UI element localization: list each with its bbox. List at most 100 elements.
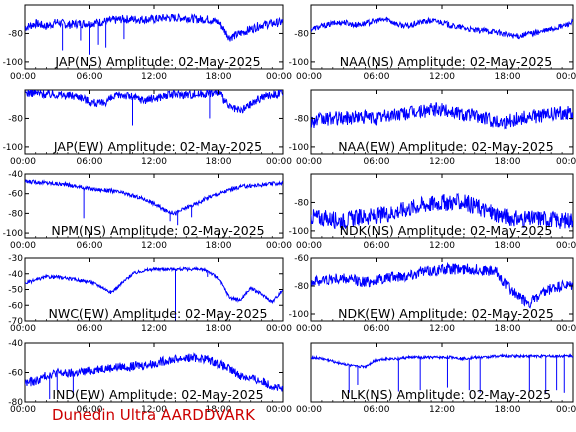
panel-5: 00:00 06:00 12:00 18:00 00:00 -100 -80 NDK(NS) … [289, 173, 576, 251]
panel-9-xtick-label: 18:00 [495, 405, 521, 415]
panel-8-trace [25, 351, 283, 392]
panel-2-title: JAP(EW) Amplitude: 02-May-2025 [53, 139, 262, 154]
panel-6-xtick-label: 00:00 [266, 324, 292, 334]
panel-0-xtick-label: 06:00 [77, 72, 103, 82]
panel-2-xtick-label: 06:00 [77, 157, 103, 167]
panel-8-ytick-label: -80 [8, 398, 23, 408]
panel-5-xtick-label: 00:00 [556, 241, 576, 251]
panel-9-xtick-label: 06:00 [364, 405, 390, 415]
panel-5-title: NDK(NS) Amplitude: 02-May-2025 [340, 223, 553, 238]
panel-1-xtick-label: 00:00 [556, 72, 576, 82]
panel-8-xtick-label: 18:00 [206, 405, 232, 415]
panel-7-xtick-label: 06:00 [364, 324, 390, 334]
panel-2-ytick-label: -100 [3, 143, 24, 153]
panel-3: 00:00 06:00 12:00 18:00 00:00 -100 -80 NAA(EW) … [289, 89, 576, 167]
panel-6: 00:00 06:00 12:00 18:00 00:00-70-60-50-40-30… [8, 254, 292, 334]
panel-3-ytick-label: -100 [289, 143, 310, 153]
panel-6-ytick-label: -30 [8, 254, 23, 264]
panel-4-ytick-label: -40 [8, 170, 23, 180]
panel-0-ytick-label: -100 [3, 58, 24, 68]
panel-6-xtick-label: 00:00 [10, 324, 36, 334]
panel-3-xtick-label: 06:00 [364, 157, 390, 167]
panel-0-ytick-label: -80 [8, 29, 23, 39]
panel-3-xtick-label: 00:00 [296, 157, 322, 167]
panel-5-xtick-label: 00:00 [296, 241, 322, 251]
panel-5-xtick-label: 06:00 [364, 241, 390, 251]
panel-1-xtick-label: 12:00 [429, 72, 455, 82]
panel-2: 00:00 06:00 12:00 18:00 00:00 -100 -80 JAP(EW) … [3, 89, 292, 167]
panel-7-trace [311, 261, 573, 309]
panel-4-xtick-label: 00:00 [266, 241, 292, 251]
panel-3-xtick-label: 12:00 [429, 157, 455, 167]
panel-0-trace [25, 13, 283, 42]
panel-4-xtick-label: 12:00 [141, 241, 167, 251]
panel-7-frame [310, 257, 574, 322]
panel-8-xtick-label: 06:00 [77, 405, 103, 415]
panel-4-title: NPM(NS) Amplitude: 02-May-2025 [51, 223, 264, 238]
panel-7-xtick-label: 18:00 [495, 324, 521, 334]
panel-9: 00:00 06:00 12:00 18:00 00:00 NLK(NS) Amplitu… [296, 342, 576, 415]
panel-6-trace [25, 265, 283, 305]
panel-7-ytick-label: -60 [294, 254, 309, 264]
panel-5-ytick-label: -100 [289, 227, 310, 237]
panel-8-title: IND(EW) Amplitude: 02-May-2025 [52, 387, 263, 402]
panel-6-xtick-label: 12:00 [141, 324, 167, 334]
panel-7-xtick-label: 12:00 [429, 324, 455, 334]
panel-1-ytick-label: -100 [289, 58, 310, 68]
panel-8-xtick-label: 00:00 [266, 405, 292, 415]
panel-0-xtick-label: 00:00 [266, 72, 292, 82]
panel-0-xtick-label: 00:00 [10, 72, 36, 82]
panel-6-ytick-label: -40 [8, 270, 23, 280]
panel-4-ytick-label: -60 [8, 190, 23, 200]
panel-7-ytick-label: -100 [289, 310, 310, 320]
panel-9-xtick-label: 12:00 [429, 405, 455, 415]
panel-0-title: JAP(NS) Amplitude: 02-May-2025 [54, 54, 260, 69]
panel-8: 00:00 06:00 12:00 18:00 00:00-80-60-40IND(EW… [8, 339, 292, 415]
panel-6-xtick-label: 18:00 [206, 324, 232, 334]
panel-1-trace [311, 16, 573, 40]
panel-4-xtick-label: 00:00 [10, 241, 36, 251]
panel-7-title: NDK(EW) Amplitude: 02-May-2025 [338, 306, 554, 321]
panel-9-xtick-label: 00:00 [296, 405, 322, 415]
panel-4-ytick-label: -100 [3, 229, 24, 239]
panel-2-ytick-label: -80 [8, 114, 23, 124]
panel-6-ytick-label: -60 [8, 301, 23, 311]
panel-7-xtick-label: 00:00 [296, 324, 322, 334]
panel-3-ytick-label: -80 [294, 114, 309, 124]
panel-6-ytick-label: -70 [8, 317, 23, 327]
panel-5-trace [311, 192, 573, 231]
panel-6-xtick-label: 06:00 [77, 324, 103, 334]
panel-1: 00:00 06:00 12:00 18:00 00:00 -100 -80 NAA(NS) … [289, 4, 576, 82]
panel-4: 00:00 06:00 12:00 18:00 00:00 -100 -80 -60 -40 NP… [3, 170, 293, 251]
panel-6-ytick-label: -50 [8, 286, 23, 296]
panel-4-xtick-label: 06:00 [77, 241, 103, 251]
panel-7-ytick-label: -80 [294, 282, 309, 292]
panel-2-xtick-label: 00:00 [266, 157, 292, 167]
panel-5-ytick-label: -80 [294, 198, 309, 208]
panel-4-trace [25, 179, 283, 216]
panel-3-title: NAA(EW) Amplitude: 02-May-2025 [338, 139, 553, 154]
panel-8-ytick-label: -40 [8, 339, 23, 349]
panel-4-ytick-label: -80 [8, 209, 23, 219]
panel-4-xtick-label: 18:00 [206, 241, 232, 251]
footer-label: Dunedin Ultra AARDDVARK [52, 406, 255, 424]
panel-2-xtick-label: 00:00 [10, 157, 36, 167]
panel-8-xtick-label: 12:00 [141, 405, 167, 415]
panel-1-ytick-label: -80 [294, 29, 309, 39]
panel-1-title: NAA(NS) Amplitude: 02-May-2025 [340, 54, 552, 69]
panel-3-trace [311, 102, 573, 130]
panel-8-xtick-label: 00:00 [10, 405, 36, 415]
panel-6-title: NWC(EW) Amplitude: 02-May-2025 [48, 306, 267, 321]
panel-1-frame [310, 4, 574, 70]
panel-7-xtick-label: 00:00 [556, 324, 576, 334]
panel-2-xtick-label: 12:00 [141, 157, 167, 167]
panel-7: 00:00 06:00 12:00 18:00 00:00 -100 -80 -60 NDK(E… [289, 254, 576, 334]
panel-5-xtick-label: 12:00 [429, 241, 455, 251]
panel-8-frame [24, 342, 284, 403]
panel-2-frame [24, 89, 284, 155]
panel-1-xtick-label: 00:00 [296, 72, 322, 82]
panel-0-frame [24, 4, 284, 70]
panel-9-xtick-label: 00:00 [556, 405, 576, 415]
panel-0-xtick-label: 12:00 [141, 72, 167, 82]
